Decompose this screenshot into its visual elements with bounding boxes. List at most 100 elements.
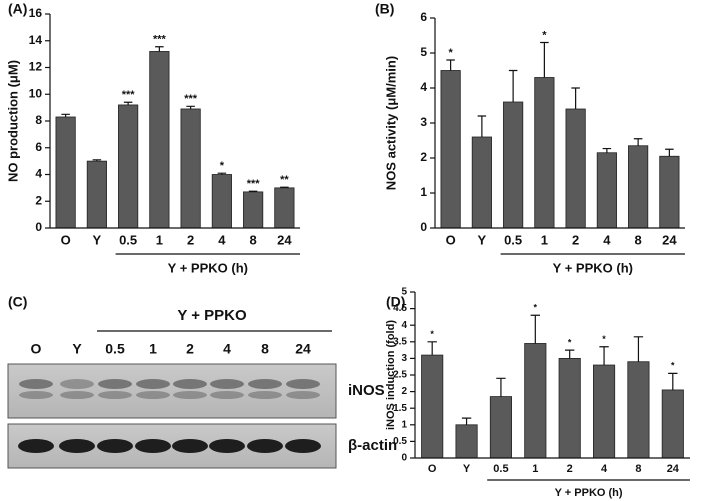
significance-label: * (542, 29, 547, 41)
y-tick-label: 4.5 (393, 303, 407, 314)
y-tick-label: 2 (35, 193, 42, 207)
x-tick-label: 4 (601, 463, 608, 475)
bar (180, 108, 201, 229)
blot-band (209, 439, 245, 453)
error-bar (123, 101, 133, 105)
x-tick-label: O (61, 232, 71, 247)
y-tick-label: 1.5 (393, 403, 407, 414)
y-tick-label: 6 (420, 10, 427, 24)
significance-label: *** (153, 34, 167, 46)
error-bar (508, 69, 518, 102)
lane-label: 24 (295, 341, 311, 357)
blot-band (286, 391, 320, 399)
y-tick-label: 1 (420, 185, 427, 199)
blot-band (60, 379, 94, 389)
x-tick-label: 0.5 (504, 232, 522, 247)
x-tick-label: 24 (277, 232, 292, 247)
y-tick-label: 1 (401, 419, 407, 430)
significance-label: ** (280, 174, 289, 186)
error-bar (496, 377, 506, 397)
blot-band (248, 391, 282, 399)
y-tick-label: 0 (401, 453, 407, 464)
bar (471, 136, 492, 229)
blot-strip (7, 363, 337, 419)
blot-band (247, 439, 283, 453)
lane-label: 0.5 (105, 341, 125, 357)
bar (503, 101, 524, 229)
group-label: Y + PPKO (177, 307, 247, 324)
blot-band (173, 379, 207, 389)
bar (524, 343, 547, 459)
error-bar (540, 41, 549, 78)
blot-band (19, 391, 53, 399)
group-label: Y + PPKO (h) (168, 260, 248, 275)
x-tick-label: 8 (635, 463, 641, 475)
y-tick-label: 4 (420, 80, 427, 94)
error-bar (599, 346, 609, 366)
band-label: β-actin (348, 437, 397, 454)
y-tick-label: 14 (29, 33, 43, 47)
blot-band (98, 379, 132, 389)
blot-band (248, 379, 282, 389)
error-bar (633, 138, 643, 146)
x-tick-label: Y (93, 232, 102, 247)
y-tick-label: 16 (29, 6, 43, 20)
x-tick-label: Y (478, 232, 487, 247)
bar (593, 364, 616, 459)
x-tick-label: Y (463, 463, 471, 475)
blot-band (172, 439, 208, 453)
y-tick-label: 5 (420, 45, 427, 59)
blot-band (135, 439, 171, 453)
panel-label: (B) (375, 1, 394, 17)
y-tick-label: 3 (401, 353, 407, 364)
x-tick-label: 1 (532, 463, 538, 475)
bar (55, 116, 76, 229)
blot-band (98, 391, 132, 399)
error-bar (427, 341, 437, 356)
error-bar (564, 349, 575, 359)
error-bar (571, 87, 580, 109)
error-bar (461, 417, 472, 425)
x-tick-label: 4 (603, 232, 611, 247)
error-bar (602, 147, 612, 153)
bar (421, 354, 444, 459)
error-bar (217, 172, 227, 175)
error-bar (92, 159, 102, 162)
x-tick-label: 24 (667, 463, 680, 475)
y-axis-label: NO production (μM) (5, 60, 20, 182)
x-tick-label: 8 (250, 232, 257, 247)
bar (596, 152, 617, 229)
error-bar (665, 148, 674, 157)
x-tick-label: 2 (572, 232, 579, 247)
x-tick-label: 4 (218, 232, 226, 247)
bar (628, 145, 649, 229)
significance-label: *** (122, 89, 136, 101)
y-tick-label: 2 (420, 150, 427, 164)
bar (149, 51, 170, 229)
blot-band (59, 439, 95, 453)
significance-label: * (602, 334, 606, 344)
blot-band (286, 379, 320, 389)
y-tick-label: 8 (35, 113, 42, 127)
lane-label: 1 (149, 341, 157, 357)
x-tick-label: 1 (156, 232, 163, 247)
error-bar (633, 336, 644, 362)
bar (86, 160, 107, 229)
significance-label: * (220, 160, 225, 172)
blot-band (210, 379, 244, 389)
lane-label: Y (72, 341, 82, 357)
x-tick-label: 0.5 (119, 232, 137, 247)
error-bar (530, 314, 541, 344)
x-tick-label: 8 (635, 232, 642, 247)
x-tick-label: 2 (567, 463, 573, 475)
error-bar (477, 115, 487, 137)
blot-band (136, 379, 170, 389)
panel-label: (A) (8, 1, 27, 17)
error-bar (668, 372, 678, 390)
bar (489, 396, 512, 459)
y-tick-label: 5 (401, 287, 407, 298)
lane-label: O (31, 341, 42, 357)
panel-label: (C) (8, 294, 27, 310)
significance-label: * (448, 47, 453, 59)
